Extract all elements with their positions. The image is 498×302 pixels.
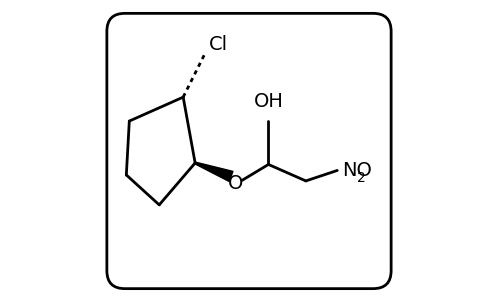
Text: 2: 2: [358, 171, 366, 185]
Text: O: O: [228, 175, 243, 193]
Text: NO: NO: [342, 161, 372, 180]
Text: Cl: Cl: [209, 35, 228, 54]
FancyBboxPatch shape: [107, 13, 391, 289]
Text: OH: OH: [253, 92, 283, 111]
Polygon shape: [195, 162, 233, 182]
